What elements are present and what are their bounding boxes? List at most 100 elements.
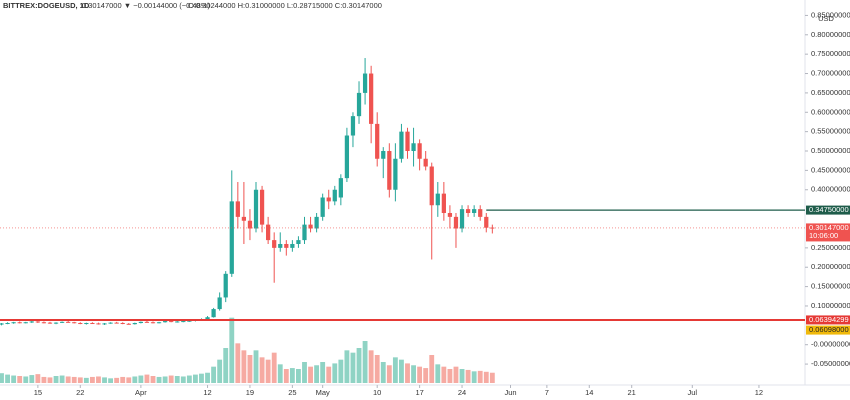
candle-body — [96, 323, 101, 325]
candle-body — [217, 297, 222, 310]
volume-bar — [459, 369, 465, 383]
candle-body — [205, 317, 210, 320]
x-tick-label: Apr — [135, 388, 147, 397]
candle-body — [253, 189, 259, 229]
candle-body — [144, 321, 150, 323]
volume-bar — [411, 365, 416, 383]
y-tick-label: 0.45000000 — [811, 165, 850, 174]
volume-bar — [302, 362, 307, 383]
volume-bar — [253, 350, 259, 383]
candle-body — [108, 322, 113, 324]
volume-bar — [374, 355, 380, 383]
candle-body — [223, 273, 228, 298]
y-tick-label: 0.40000000 — [811, 185, 850, 194]
candle-body — [290, 243, 295, 248]
candle-body — [278, 243, 283, 248]
volume-bar — [96, 376, 101, 383]
y-tick-label: 0.15000000 — [811, 282, 850, 291]
price-label: 0.30147000 — [809, 223, 849, 232]
candle-body — [114, 322, 119, 324]
candle-body — [429, 166, 434, 206]
volume-bar — [380, 362, 386, 383]
x-tick-label: Jul — [687, 388, 697, 397]
volume-bar — [241, 350, 247, 383]
volume-bar — [283, 369, 289, 383]
volume-bar — [435, 364, 441, 383]
volume-bar — [477, 370, 483, 383]
candle-body — [399, 131, 404, 159]
axis-unit: USD — [818, 14, 834, 23]
candle-body — [387, 151, 392, 190]
y-tick-label: 0.25000000 — [811, 243, 850, 252]
candle-body — [29, 321, 34, 323]
candle-body — [90, 323, 95, 325]
volume-bar — [65, 376, 71, 383]
volume-bar — [217, 359, 223, 383]
volume-bar — [489, 372, 495, 383]
y-tick-label: -0.00000000 — [811, 340, 850, 349]
last-price: 0.30147000 ▼ −0.00144000 (−0.48%) — [82, 1, 210, 10]
x-tick-label: 21 — [628, 388, 636, 397]
candle-body — [78, 323, 83, 325]
x-tick-label: May — [316, 388, 330, 397]
x-tick-label: 12 — [203, 388, 211, 397]
candle-body — [375, 123, 380, 159]
volume-bar — [368, 350, 374, 383]
candle-body — [229, 201, 234, 274]
candle-body — [11, 322, 16, 324]
candle-body — [150, 322, 156, 324]
volume-bar — [271, 352, 277, 383]
volume-bar — [356, 348, 362, 383]
volume-bar — [247, 355, 253, 383]
y-tick-label: 0.10000000 — [811, 301, 850, 310]
y-tick-label: 0.20000000 — [811, 262, 850, 271]
volume-bar — [83, 377, 89, 383]
candle-body — [284, 243, 289, 248]
candle-body — [338, 178, 343, 198]
x-tick-label: Jun — [504, 388, 516, 397]
candle-body — [120, 323, 125, 325]
candle-body — [465, 209, 471, 213]
volume-bar — [332, 363, 338, 383]
y-tick-label: 0.80000000 — [811, 30, 850, 39]
candle-body — [381, 151, 386, 159]
volume-bar — [259, 357, 265, 383]
volume-bar — [126, 377, 132, 383]
volume-bar — [174, 376, 180, 383]
volume-bar — [296, 369, 301, 383]
volume-bar — [229, 317, 235, 383]
x-tick-label: 15 — [34, 388, 42, 397]
volume-bar — [144, 374, 150, 383]
x-tick-label: 24 — [458, 388, 466, 397]
price-label: 0.06394299 — [809, 315, 849, 324]
volume-bar — [447, 369, 453, 383]
volume-bar — [453, 366, 459, 383]
candle-body — [247, 220, 253, 229]
candle-body — [302, 224, 307, 241]
candle-body — [441, 193, 446, 213]
volume-bar — [326, 366, 332, 383]
volume-bar — [162, 376, 168, 383]
volume-bar — [423, 368, 429, 383]
candle-body — [320, 197, 325, 217]
candle-body — [0, 323, 4, 325]
symbol: BITTREX:DOGEUSD, 1D — [3, 1, 90, 10]
candle-body — [435, 193, 440, 206]
volume-bar — [192, 374, 198, 383]
candle-body — [478, 209, 483, 217]
price-label-box — [806, 223, 850, 242]
candle-body — [59, 321, 65, 323]
volume-bar — [168, 375, 174, 383]
y-tick-label: 0.75000000 — [811, 49, 850, 58]
candle-body — [211, 309, 216, 318]
candle-body — [314, 216, 319, 229]
volume-bar — [314, 365, 320, 383]
price-label-box — [806, 315, 850, 325]
candle-body — [53, 322, 59, 324]
candle-body — [308, 224, 313, 229]
candle-body — [356, 92, 362, 117]
volume-bar — [405, 363, 410, 383]
volume-bar — [59, 375, 65, 383]
